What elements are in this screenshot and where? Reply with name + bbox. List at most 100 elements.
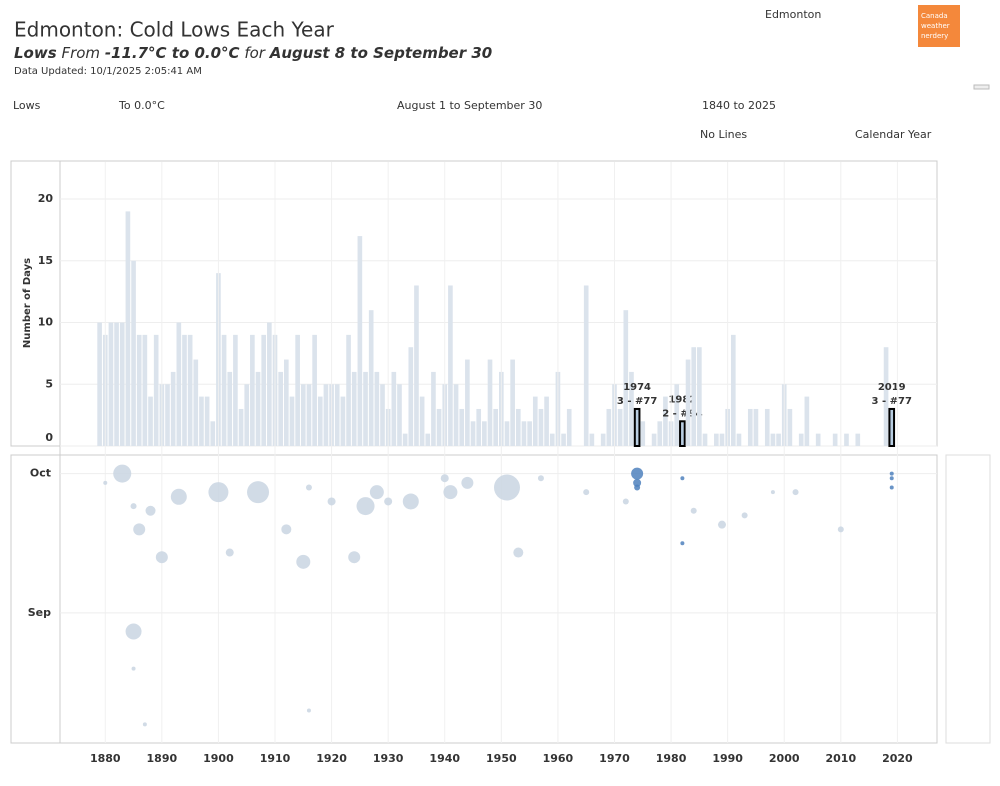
bar (465, 359, 470, 446)
point (155, 551, 168, 564)
highlight-year: 1974 (623, 382, 651, 393)
y-tick-label: 10 (38, 316, 54, 329)
point (305, 484, 312, 491)
bar (714, 433, 719, 446)
point (145, 505, 156, 516)
highlight-point (889, 485, 894, 490)
bar (227, 371, 233, 446)
y-tick-label: 20 (38, 192, 54, 205)
bar (97, 322, 102, 446)
bar (199, 396, 204, 446)
filter[interactable]: August 1 to September 30 (397, 99, 542, 112)
bar (527, 421, 532, 446)
bar (323, 384, 329, 446)
bar (697, 347, 702, 446)
title: Edmonton: Cold Lows Each Year (14, 18, 335, 42)
logo (918, 5, 960, 47)
bar (815, 433, 821, 446)
bar (408, 347, 414, 446)
filter[interactable]: To 0.0°C (118, 99, 165, 112)
x-tick-label: 2020 (882, 752, 913, 765)
scroll-handle[interactable] (973, 84, 990, 90)
bar (210, 421, 216, 446)
bar (170, 371, 176, 446)
bar (606, 408, 612, 446)
highlight-point (889, 476, 894, 481)
bar (278, 371, 283, 446)
bar (844, 433, 849, 446)
bar (193, 359, 199, 446)
bar (131, 260, 136, 446)
bar (108, 322, 114, 446)
bar (340, 396, 346, 446)
bar (476, 408, 482, 446)
bar (148, 396, 153, 446)
bar (425, 433, 431, 446)
y-tick-label: 5 (45, 377, 53, 390)
bar (402, 433, 408, 446)
bar (368, 310, 374, 446)
bar (764, 408, 770, 446)
bar (600, 433, 606, 446)
bar (776, 433, 781, 446)
bar (397, 384, 402, 446)
logo-text: weather (921, 22, 950, 30)
point (461, 476, 474, 489)
bar (640, 421, 646, 446)
bar (770, 433, 776, 446)
point (133, 523, 146, 536)
point (356, 497, 375, 516)
highlight-label: 2 - #94 (662, 408, 702, 419)
bar (883, 347, 889, 446)
highlight-point (889, 471, 894, 476)
bar (538, 408, 544, 446)
point (493, 474, 520, 501)
filter[interactable]: Lows (13, 99, 41, 112)
highlight-label: 3 - #77 (617, 396, 657, 407)
bar (453, 384, 459, 446)
bar (804, 396, 810, 446)
y-tick-label: 15 (38, 254, 53, 267)
bar (312, 334, 317, 446)
highlight-point (680, 541, 685, 546)
bar (114, 322, 119, 446)
point (583, 489, 590, 496)
bar (391, 371, 397, 446)
x-tick-label: 1980 (656, 752, 687, 765)
bar (187, 334, 193, 446)
subtitle: Lows From -11.7°C to 0.0°C for August 8 … (14, 44, 492, 62)
bar (334, 384, 340, 446)
scatter-panel (10, 454, 938, 744)
bar (419, 396, 425, 446)
bar (549, 433, 555, 446)
point (690, 507, 697, 514)
bar (515, 408, 521, 446)
bar (617, 408, 623, 446)
logo-text: Canada (921, 12, 948, 20)
point (247, 481, 270, 504)
point (348, 551, 361, 564)
point (103, 480, 108, 485)
bar (306, 384, 312, 446)
filter[interactable]: Calendar Year (855, 128, 932, 141)
point (327, 497, 336, 506)
bar (176, 322, 182, 446)
filter[interactable]: No Lines (700, 128, 747, 141)
bar (153, 334, 159, 446)
point (741, 512, 748, 519)
bar (736, 433, 742, 446)
highlight-point (680, 476, 685, 481)
point (208, 482, 229, 503)
y-axis-title: Number of Days (22, 258, 33, 348)
point (792, 489, 799, 496)
filter[interactable]: 1840 to 2025 (702, 99, 776, 112)
bar (250, 334, 255, 446)
point (717, 520, 726, 529)
bar (414, 285, 419, 446)
point (296, 554, 311, 569)
bar (532, 396, 538, 446)
x-tick-label: 1960 (543, 752, 574, 765)
bar (798, 433, 804, 446)
bar (719, 433, 725, 446)
